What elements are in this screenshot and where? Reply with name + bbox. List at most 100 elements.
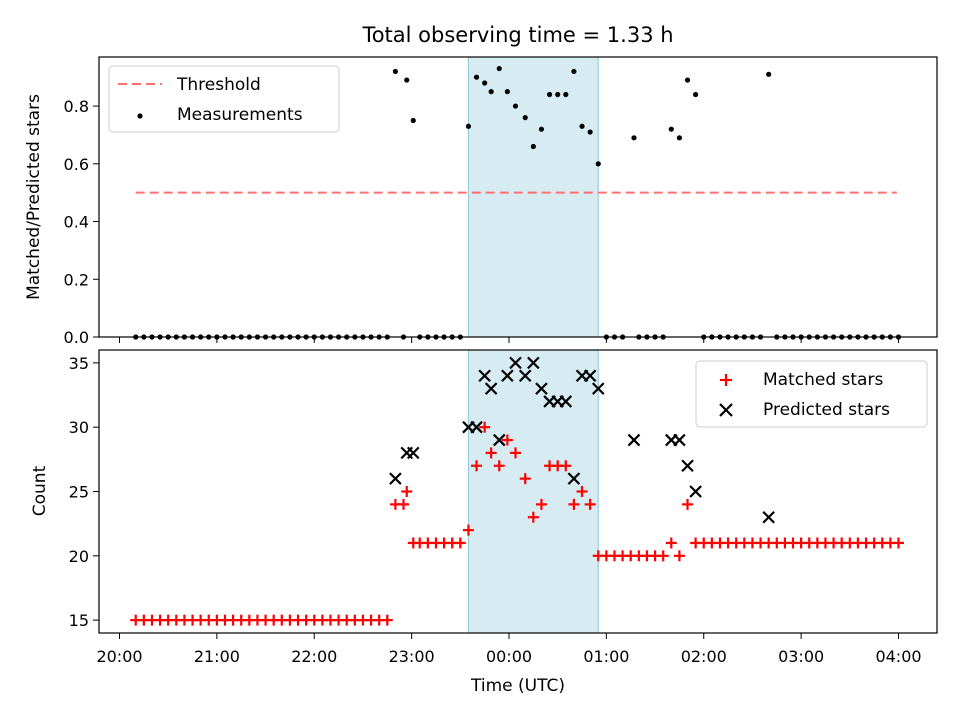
y-tick-label: 0.4 [64,213,89,232]
predicted-star-point [484,382,498,395]
y-axis-label: Count [30,465,50,516]
matched-star-point [381,614,393,626]
y-tick-label: 15 [69,611,89,630]
y-tick-label: 0.2 [64,270,89,289]
legend: Threshold Measurements [108,65,340,133]
matched-star-point [454,537,466,549]
highlight-span [467,56,599,338]
measurement-point [488,89,494,95]
measurement-point [504,89,510,95]
predicted-star-point [567,472,581,485]
predicted-star-point [518,369,532,383]
measurement-point [563,91,569,98]
legend-frame [695,360,928,428]
measurement-point [538,126,545,132]
y-tick-label: 30 [69,418,89,437]
matched-star-point [657,550,669,562]
x-tick-label: 04:00 [875,647,921,666]
measurement-point [473,74,480,80]
predicted-star-point [689,485,702,498]
measurement-point [512,103,519,109]
matched-star-point [673,550,685,562]
top-panel: Total observing time = 1.33 h 0.00.20.40… [24,23,938,347]
predicted-star-point [527,356,540,370]
predicted-star-point [478,369,491,383]
measurement-point [631,135,637,141]
predicted-star-point [535,382,548,395]
matched-star-point [519,473,531,485]
matched-star-point [560,460,572,472]
matched-star-point [568,498,580,510]
measurement-point [571,68,577,75]
matched-star-point [493,460,505,472]
measurement-point [595,161,601,167]
measurement-point [693,91,699,98]
top-axes-frame [98,56,938,338]
legend: Matched stars Predicted stars [695,360,928,428]
measurement-point [668,126,674,132]
bottom-panel: 15 20 25 30 35 20:00 21:00 22:00 23:00 00:00 01:0… [30,349,938,696]
chart-title: Total observing time = 1.33 h [361,23,673,47]
measurement-point [530,143,536,150]
x-tick-label: 00:00 [486,647,532,666]
measurement-point [465,123,472,129]
measurement-point [555,91,561,98]
x-tick-label: 21:00 [194,647,240,666]
predicted-star-point [681,459,694,473]
legend-predicted-swatch [719,403,733,417]
x-tick-label: 03:00 [778,647,824,666]
predicted-star-point [627,433,641,447]
x-tick-label: 23:00 [389,647,435,666]
predicted-star-point [559,395,573,408]
measurement-point [587,129,593,135]
matched-star-point [462,524,474,536]
top-y-ticks: 0.0 0.2 0.4 0.6 0.8 [64,97,99,347]
measurement-point [766,71,772,77]
matched-star-point [535,498,547,510]
x-tick-label: 22:00 [291,647,337,666]
measurement-point [410,117,416,124]
legend-matched-swatch [720,374,732,386]
x-axis-label: Time (UTC) [470,676,565,696]
predicted-star-point [583,369,597,383]
top-x-ticks [119,337,899,343]
legend-measurements-label: Measurements [177,105,303,125]
predicted-star-point [591,382,605,395]
matched-star-point [479,421,491,433]
matched-star-point [398,498,410,510]
predicted-star-point [492,433,506,447]
matched-star-point [576,486,588,497]
measurement-point [684,77,691,83]
legend-threshold-label: Threshold [176,75,261,95]
x-tick-label: 01:00 [583,647,629,666]
bottom-axes-frame [98,349,938,634]
measurement-point [522,115,528,121]
legend-matched-label: Matched stars [763,370,883,390]
measurement-point [496,65,502,72]
measurement-point [392,68,398,75]
matched-star-point [682,498,694,510]
measurement-point [404,77,410,83]
bottom-x-ticks: 20:00 21:00 22:00 23:00 00:00 01:00 02:00 03:00… [96,633,922,666]
y-tick-label: 0.8 [64,97,89,116]
x-tick-label: 20:00 [96,647,142,666]
predicted-star-point [501,369,514,383]
matched-stars-points [130,421,904,626]
measurement-point [546,91,553,98]
predicted-star-point [389,472,402,485]
matched-star-point [501,434,513,446]
matched-star-point [401,486,413,497]
matched-star-point [471,460,483,472]
matched-star-point [527,511,539,523]
measurement-point [676,135,683,141]
y-tick-label: 0.6 [64,155,89,174]
matched-star-point [584,498,596,510]
y-tick-label: 25 [69,483,89,502]
predicted-star-point [509,356,522,370]
predicted-star-point [406,446,420,460]
y-tick-label: 35 [69,354,89,373]
bottom-y-ticks: 15 20 25 30 35 [69,354,99,630]
measurement-point [579,123,585,129]
legend-frame [108,65,340,133]
